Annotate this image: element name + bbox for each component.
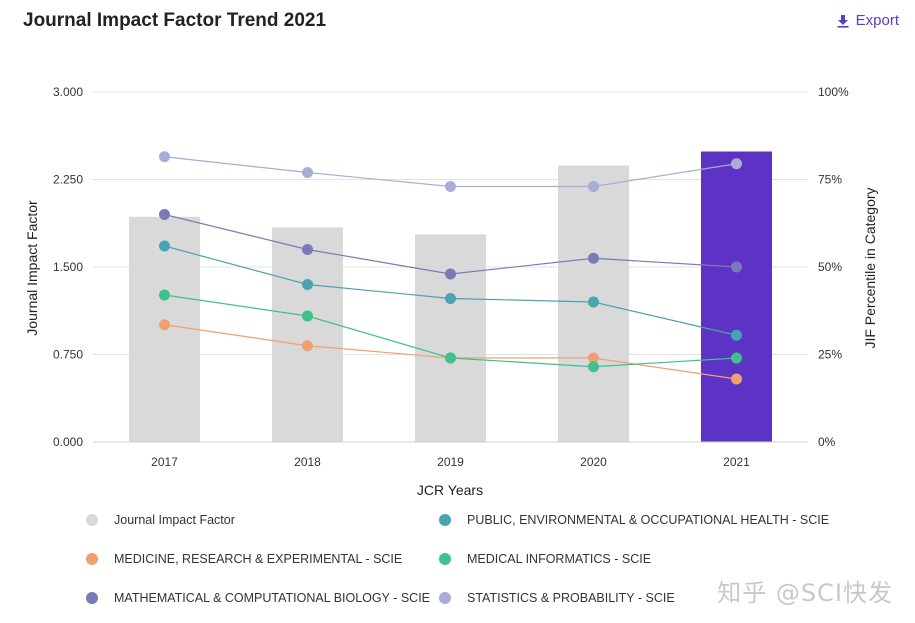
series-4-point-2019 xyxy=(445,268,456,280)
series-2-point-2021 xyxy=(731,373,742,385)
legend-item-medicine[interactable]: MEDICINE, RESEARCH & EXPERIMENTAL - SCIE xyxy=(86,552,402,566)
legend-marker xyxy=(86,553,98,565)
x-tick-label: 2018 xyxy=(294,455,321,469)
legend-item-public-health[interactable]: PUBLIC, ENVIRONMENTAL & OCCUPATIONAL HEA… xyxy=(439,513,829,527)
axes: 0.000 0.750 1.500 2.250 3.000 0% 25% 50% 75% 100%… xyxy=(53,85,849,469)
bar-2021 xyxy=(701,151,772,442)
impact-factor-chart: 0.000 0.750 1.500 2.250 3.000 0% 25% 50% 75% 100%… xyxy=(24,85,878,498)
x-tick-label: 2017 xyxy=(151,455,178,469)
legend-marker xyxy=(439,514,451,526)
x-tick-label: 2020 xyxy=(580,455,607,469)
series-4-point-2017 xyxy=(159,209,170,220)
series-4-point-2020 xyxy=(588,252,599,264)
series-1-point-2018 xyxy=(302,279,313,290)
series-1-point-2019 xyxy=(445,293,456,304)
legend-label: Journal Impact Factor xyxy=(114,513,235,527)
y2-tick-label: 75% xyxy=(818,173,842,187)
legend-label: MATHEMATICAL & COMPUTATIONAL BIOLOGY - S… xyxy=(114,591,431,605)
legend-label: STATISTICS & PROBABILITY - SCIE xyxy=(467,591,675,605)
series-lines xyxy=(159,151,742,385)
series-1-point-2020 xyxy=(588,296,599,308)
y2-axis-title: JIF Percentile in Category xyxy=(862,187,878,348)
x-axis-title: JCR Years xyxy=(417,482,483,498)
legend-item-medical-informatics[interactable]: MEDICAL INFORMATICS - SCIE xyxy=(439,552,651,566)
export-button[interactable]: Export xyxy=(836,12,899,29)
export-label: Export xyxy=(855,12,899,29)
series-4-point-2021 xyxy=(731,261,742,273)
series-2-point-2018 xyxy=(302,340,313,352)
watermark: 知乎 @SCI快发 xyxy=(717,579,893,607)
y2-tick-label: 50% xyxy=(818,260,842,274)
series-5-point-2017 xyxy=(159,151,170,163)
series-3-point-2019 xyxy=(445,352,456,364)
legend-item-jif[interactable]: Journal Impact Factor xyxy=(86,513,235,527)
legend-label: MEDICINE, RESEARCH & EXPERIMENTAL - SCIE xyxy=(114,552,403,566)
series-3-point-2021 xyxy=(731,352,742,364)
y2-tick-label: 100% xyxy=(818,85,849,99)
bar-2019 xyxy=(415,234,486,442)
y2-tick-label: 0% xyxy=(818,435,836,449)
series-5-point-2019 xyxy=(445,181,456,192)
legend-marker xyxy=(86,592,98,604)
y-tick-label: 0.000 xyxy=(53,435,83,449)
legend-marker xyxy=(439,592,451,604)
series-3-point-2018 xyxy=(302,310,313,322)
y2-tick-label: 25% xyxy=(818,348,842,362)
legend-label: MEDICAL INFORMATICS - SCIE xyxy=(467,552,652,566)
bar-2018 xyxy=(272,227,343,442)
series-3-point-2020 xyxy=(588,361,599,373)
y-tick-label: 2.250 xyxy=(53,173,83,187)
x-tick-label: 2021 xyxy=(723,455,750,469)
x-tick-label: 2019 xyxy=(437,455,464,469)
series-1-point-2021 xyxy=(731,329,742,341)
legend-item-statistics[interactable]: STATISTICS & PROBABILITY - SCIE xyxy=(439,591,675,605)
series-5-point-2021 xyxy=(731,158,742,170)
series-5-point-2018 xyxy=(302,167,313,178)
series-1-point-2017 xyxy=(159,240,170,252)
legend-label: PUBLIC, ENVIRONMENTAL & OCCUPATIONAL HEA… xyxy=(467,513,830,527)
series-2-point-2017 xyxy=(159,319,170,331)
chart-title: Journal Impact Factor Trend 2021 xyxy=(23,10,327,31)
series-4-point-2018 xyxy=(302,244,313,255)
legend-marker xyxy=(86,514,98,526)
download-icon xyxy=(837,14,849,28)
series-2-point-2020 xyxy=(588,352,599,364)
series-5-point-2020 xyxy=(588,181,599,192)
y-tick-label: 0.750 xyxy=(53,348,83,362)
legend-marker xyxy=(439,553,451,565)
y-tick-label: 3.000 xyxy=(53,85,83,99)
y-tick-label: 1.500 xyxy=(53,260,83,274)
y-axis-title: Journal Impact Factor xyxy=(24,200,40,336)
series-3-point-2017 xyxy=(159,289,170,301)
legend-item-math-bio[interactable]: MATHEMATICAL & COMPUTATIONAL BIOLOGY - S… xyxy=(86,591,430,605)
